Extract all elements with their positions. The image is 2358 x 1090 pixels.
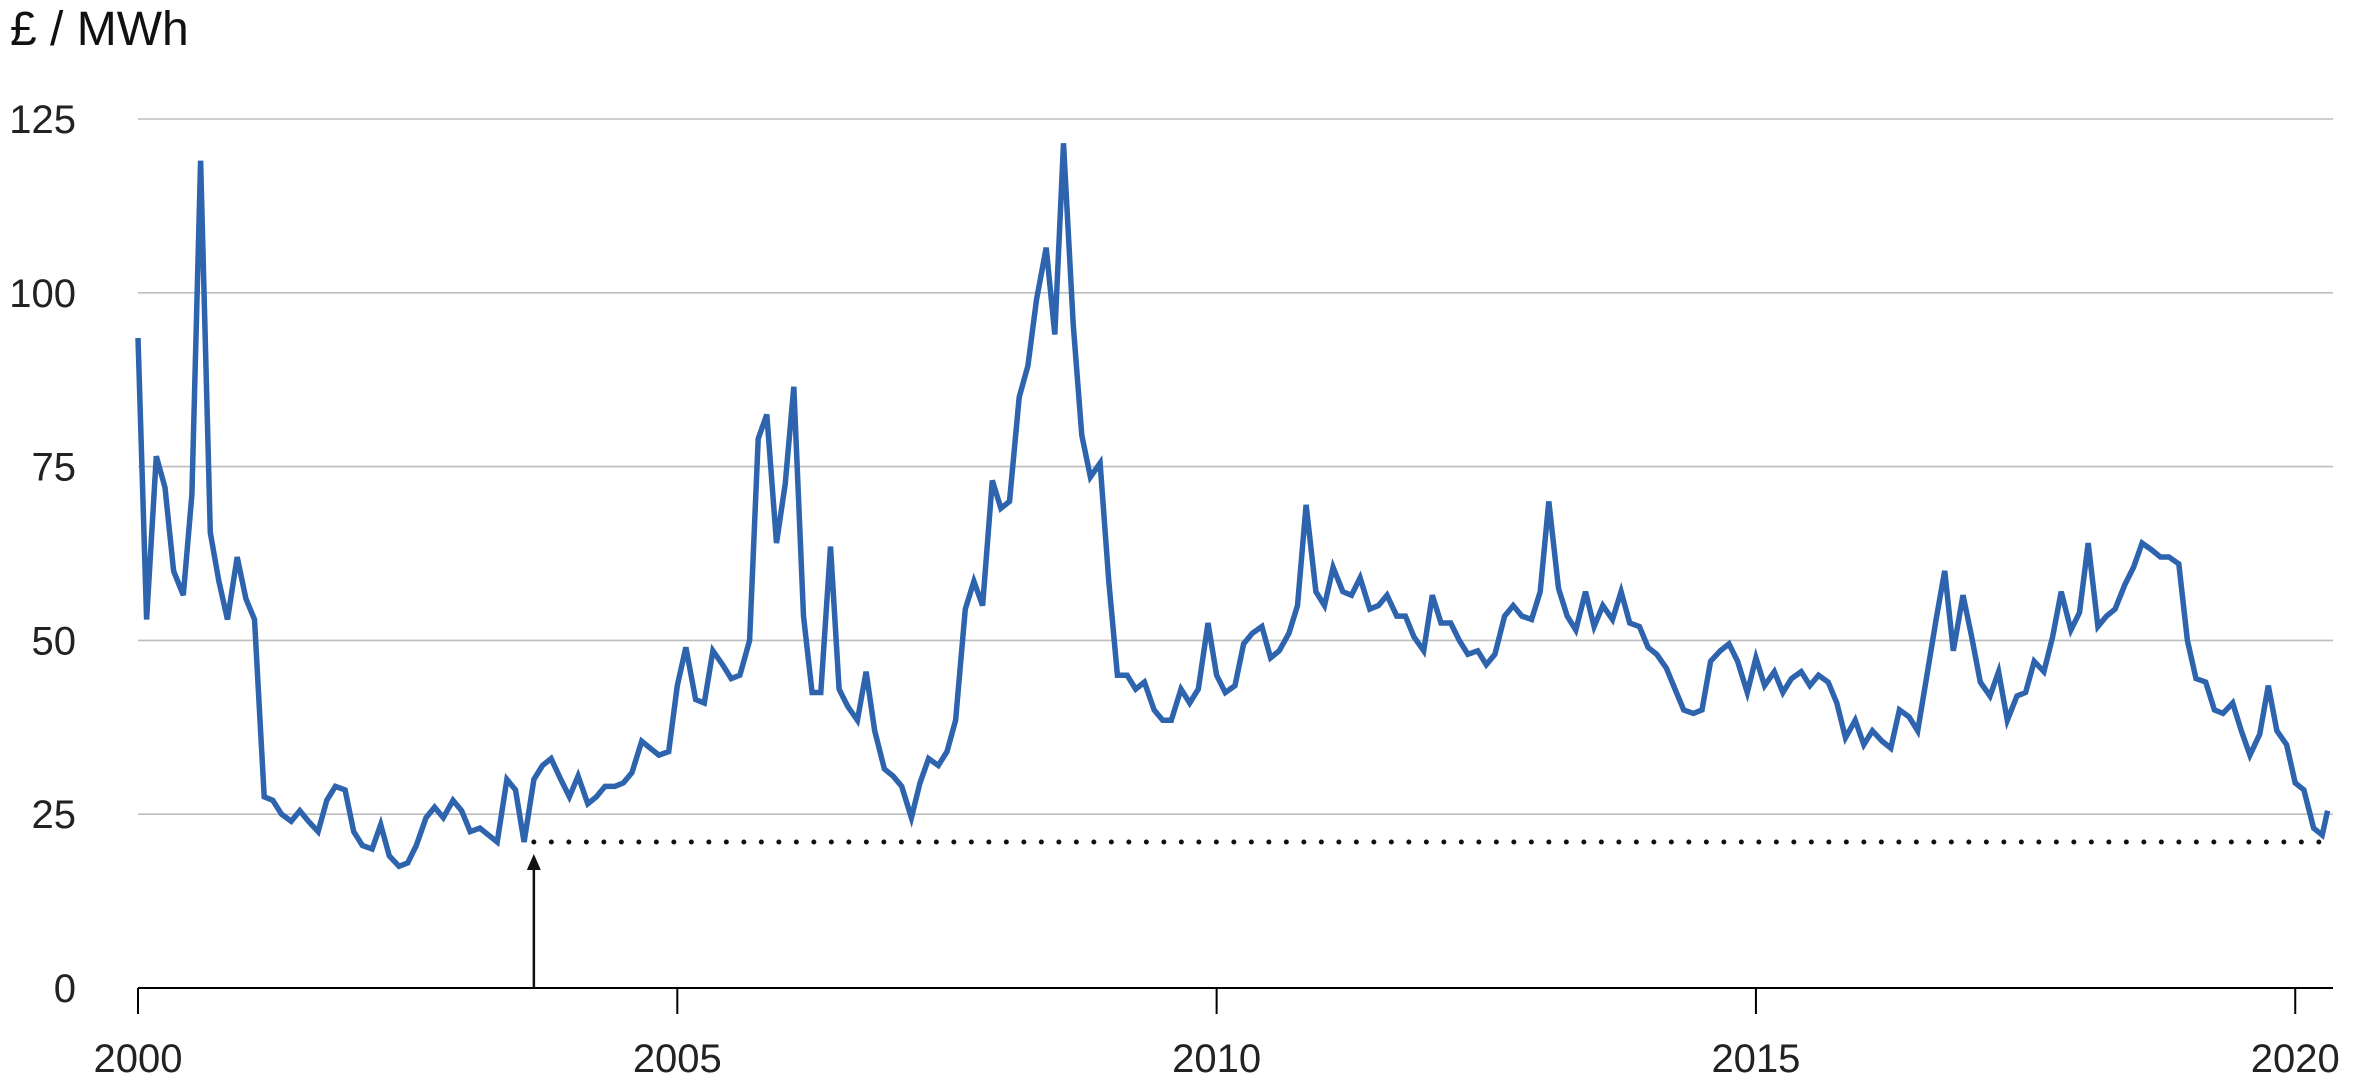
y-tick-label: 125 <box>9 98 76 142</box>
x-tick-label: 2020 <box>2251 1037 2340 1081</box>
x-axis <box>137 987 2333 1014</box>
y-tick-label: 25 <box>32 793 77 837</box>
reference-annotation <box>526 839 2331 988</box>
series-group <box>135 143 2331 870</box>
y-tick-label: 0 <box>54 967 76 1011</box>
series-line-0 <box>135 143 2331 870</box>
y-tick-label: 50 <box>32 619 77 663</box>
x-tick-label: 2010 <box>1172 1037 1261 1081</box>
reference-arrow-head <box>526 854 541 871</box>
x-tick-label: 2005 <box>633 1037 722 1081</box>
y-tick-label: 75 <box>32 446 77 490</box>
y-axis-tick-labels: 0 25 50 75 100 125 <box>9 98 76 1011</box>
x-axis-tick-labels: 2000 2005 2010 2015 2020 <box>94 1037 2340 1081</box>
x-tick-label: 2015 <box>1711 1037 1800 1081</box>
x-tick-label: 2000 <box>94 1037 183 1081</box>
y-tick-label: 100 <box>9 272 76 316</box>
y-axis-unit-label: £ / MWh <box>10 3 189 56</box>
